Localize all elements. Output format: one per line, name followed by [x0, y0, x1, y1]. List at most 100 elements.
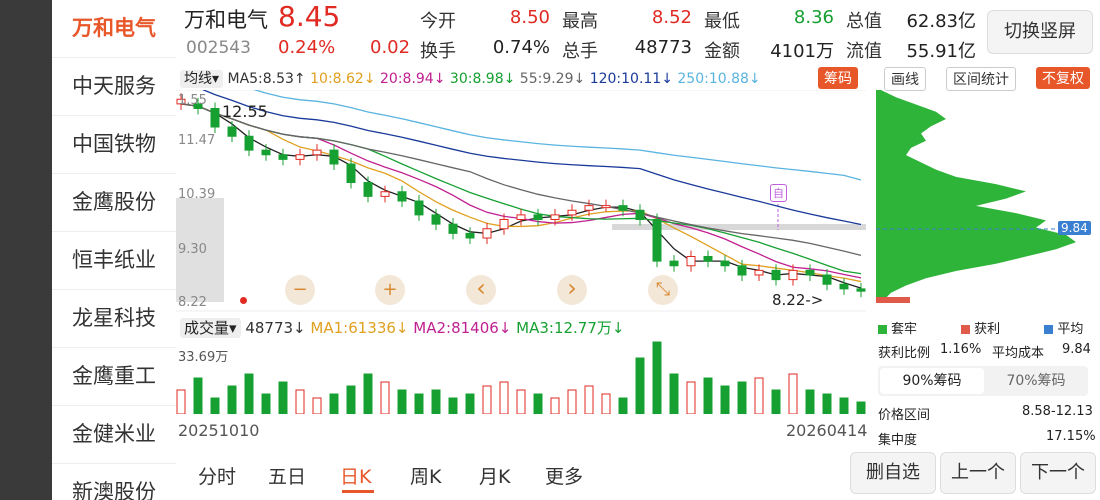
next-stock-button[interactable]: 下一个	[1020, 452, 1096, 494]
min-price-marker: 8.22->	[772, 291, 824, 309]
volume-bar	[414, 393, 424, 414]
tab-intraday[interactable]: 分时	[198, 466, 237, 488]
volume-bar	[822, 393, 832, 414]
ma-line-3	[180, 103, 862, 275]
tab-five-day[interactable]: 五日	[268, 466, 307, 488]
amount-label: 金额	[704, 41, 740, 62]
sidebar-item-zhongtian[interactable]: 中天服务	[52, 58, 176, 116]
side-drag-handle	[176, 198, 224, 302]
vol-ma3: MA3:12.77万↓	[516, 319, 625, 337]
volume-bar	[703, 377, 713, 414]
date-start: 20251010	[178, 421, 260, 440]
candle	[176, 98, 186, 105]
candle	[618, 205, 628, 211]
change-value: 0.02	[370, 37, 411, 58]
y-tick-4: 8.22	[178, 295, 207, 310]
ma-line-2	[180, 103, 862, 279]
candle	[431, 214, 441, 225]
volume-bar	[516, 389, 526, 414]
tab-90-chips[interactable]: 90%筹码	[880, 368, 984, 394]
amount-value: 4101万	[770, 41, 834, 62]
tab-monthly-k[interactable]: 月K	[479, 466, 511, 488]
chip-tab-bar: 90%筹码 70%筹码	[878, 366, 1088, 396]
volume-ma-bar: 成交量▾ 48773↓ MA1:61336↓ MA2:81406↓ MA3:12…	[180, 317, 624, 338]
ma5-value: MA5:8.53↑	[227, 71, 306, 87]
draw-line-button[interactable]: 画线	[884, 67, 926, 91]
fullscreen-button[interactable]: ⤡	[648, 275, 678, 305]
stock-name: 万和电气	[184, 8, 268, 32]
chip-distribution-chart	[876, 90, 1090, 303]
volume-bar	[550, 397, 560, 414]
prev-stock-button[interactable]: 上一个	[940, 452, 1016, 494]
volume-bar	[363, 373, 373, 414]
sidebar-item-xinao[interactable]: 新澳股份	[72, 480, 156, 500]
sidebar-item-jinying[interactable]: 金鹰股份	[52, 174, 176, 232]
tab-daily-k[interactable]: 日K	[340, 466, 372, 488]
tab-70-chips[interactable]: 70%筹码	[1006, 373, 1066, 389]
ma-mode-dropdown[interactable]: 均线▾	[180, 70, 224, 88]
candle	[856, 288, 866, 292]
low-label: 最低	[704, 11, 740, 32]
kline-chart[interactable]	[176, 90, 866, 312]
change-pct: 0.24%	[278, 37, 336, 58]
volume-bar	[193, 377, 203, 414]
candle	[465, 232, 475, 239]
candle	[669, 260, 679, 267]
volume-bar	[482, 385, 492, 414]
stock-price: 8.45	[278, 0, 341, 33]
zoom-in-button[interactable]: +	[375, 275, 405, 305]
price-highlight-band	[612, 224, 866, 230]
ma-bar: 均线▾ MA5:8.53↑ 10:8.62↓ 20:8.94↓ 30:8.98↓…	[180, 68, 761, 88]
no-adjust-button[interactable]: 不复权	[1036, 67, 1090, 89]
sidebar-item-wanhe[interactable]: 万和电气	[52, 0, 176, 58]
delete-watchlist-button[interactable]: 删自选	[850, 452, 936, 494]
volume-max-label: 33.69万	[178, 350, 229, 365]
range-stats-button[interactable]: 区间统计	[946, 67, 1016, 91]
candle	[703, 256, 713, 262]
stock-code: 002543	[186, 38, 251, 58]
tab-more[interactable]: 更多	[545, 466, 584, 488]
candle	[584, 205, 594, 211]
sidebar-item-hengfeng[interactable]: 恒丰纸业	[52, 232, 176, 290]
sidebar-item-longxing[interactable]: 龙星科技	[52, 290, 176, 348]
candle	[499, 219, 509, 230]
volume-bar	[499, 381, 509, 414]
chips-button[interactable]: 筹码	[818, 67, 858, 89]
current-price-tag: 9.84	[1058, 221, 1091, 235]
concentration-label: 集中度	[878, 433, 918, 448]
stock-list-sidebar: 万和电气 中天服务 中国铁物 金鹰股份 恒丰纸业 龙星科技 金鹰重工 金健米业 …	[52, 0, 176, 500]
scroll-left-button[interactable]: ‹	[466, 275, 496, 305]
volume-bar	[448, 397, 458, 414]
volume-chart	[176, 341, 866, 414]
candle	[244, 135, 254, 151]
ma55-value: 55:9.29↓	[519, 71, 586, 87]
price-range-label: 价格区间	[878, 408, 931, 423]
volume-bar	[244, 373, 254, 414]
volume-bar	[329, 393, 339, 414]
sidebar-item-jinyingzhonggong[interactable]: 金鹰重工	[52, 348, 176, 406]
active-tab-indicator	[342, 490, 374, 493]
volume-bar	[295, 389, 305, 414]
zoom-out-button[interactable]: −	[285, 275, 315, 305]
volume-bar	[754, 377, 764, 414]
mktcap-label: 总值	[846, 11, 882, 32]
candle	[635, 209, 645, 220]
candle	[261, 149, 271, 156]
sidebar-item-jinjian[interactable]: 金健米业	[52, 406, 176, 464]
candle	[601, 205, 611, 209]
y-tick-3: 9.30	[178, 242, 207, 257]
ma-line-4	[180, 103, 862, 256]
volume-bar	[635, 357, 645, 414]
candle	[652, 219, 662, 262]
open-value: 8.50	[509, 7, 550, 28]
ma-line-6	[253, 90, 862, 181]
volume-bar	[805, 389, 815, 414]
vol-mode-dropdown[interactable]: 成交量▾	[180, 318, 241, 338]
concentration-value: 17.15%	[1046, 429, 1096, 444]
scroll-right-button[interactable]: ›	[557, 275, 587, 305]
switch-portrait-button[interactable]: 切换竖屏	[987, 10, 1093, 54]
tab-weekly-k[interactable]: 周K	[410, 466, 442, 488]
volume-bar	[720, 385, 730, 414]
sidebar-item-zhongguotiewu[interactable]: 中国铁物	[52, 116, 176, 174]
volume-bar	[176, 389, 186, 414]
